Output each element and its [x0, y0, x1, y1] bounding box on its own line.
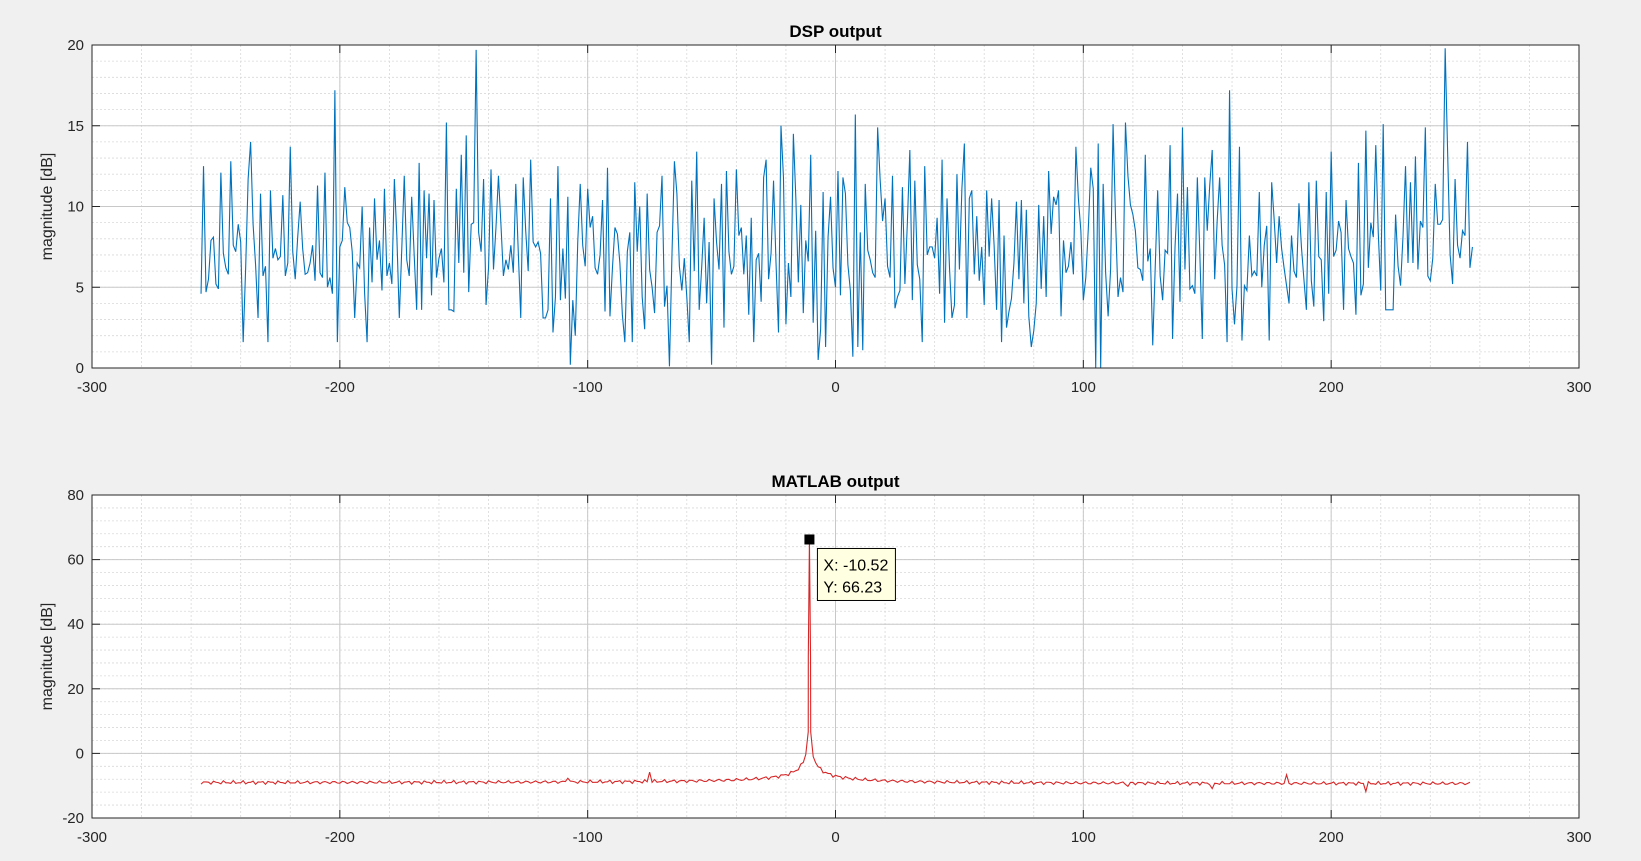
- y-tick-label: 5: [76, 279, 84, 296]
- y-tick-label: 20: [67, 681, 84, 698]
- data-tip-y: Y: 66.23: [823, 579, 882, 596]
- chart-title: MATLAB output: [771, 472, 899, 491]
- dsp-output-axes[interactable]: -300 -200 -100 0 100 200 300 0 5 10 15 20 DSP outpu…: [39, 22, 1592, 396]
- ticks: -300 -200 -100 0 100 200 300 0 5 10 15 20: [67, 37, 1591, 396]
- x-tick-label: -300: [77, 379, 107, 396]
- x-tick-label: 0: [831, 829, 839, 846]
- y-tick-label: -20: [62, 810, 84, 827]
- dsp-output-line[interactable]: [200, 48, 1473, 369]
- x-tick-label: -300: [77, 829, 107, 846]
- y-axis-label: magnitude [dB]: [39, 153, 56, 261]
- x-tick-label: 0: [831, 379, 839, 396]
- data-tip-x: X: -10.52: [823, 557, 888, 574]
- y-tick-label: 60: [67, 552, 84, 569]
- x-tick-label: 100: [1071, 829, 1096, 846]
- x-tick-label: 200: [1319, 379, 1344, 396]
- data-series: [200, 539, 1471, 794]
- x-tick-label: -200: [325, 829, 355, 846]
- data-tip-marker[interactable]: [804, 534, 815, 545]
- data-tip[interactable]: X: -10.52 Y: 66.23: [804, 534, 896, 601]
- data-tip-box[interactable]: [816, 547, 896, 601]
- x-tick-label: 300: [1566, 379, 1591, 396]
- x-tick-label: 300: [1566, 829, 1591, 846]
- data-series: [200, 48, 1473, 369]
- y-tick-label: 0: [76, 360, 84, 377]
- y-tick-label: 10: [67, 199, 84, 216]
- x-tick-label: 200: [1319, 829, 1344, 846]
- y-tick-label: 20: [67, 37, 84, 54]
- x-tick-label: -200: [325, 379, 355, 396]
- x-tick-label: 100: [1071, 379, 1096, 396]
- y-tick-label: 0: [76, 745, 84, 762]
- y-tick-label: 15: [67, 118, 84, 135]
- y-axis-label: magnitude [dB]: [39, 603, 56, 711]
- y-tick-label: 40: [67, 616, 84, 633]
- x-tick-label: -100: [573, 379, 603, 396]
- matlab-output-line[interactable]: [200, 539, 1471, 794]
- chart-title: DSP output: [789, 22, 882, 41]
- y-tick-label: 80: [67, 487, 84, 504]
- x-tick-label: -100: [573, 829, 603, 846]
